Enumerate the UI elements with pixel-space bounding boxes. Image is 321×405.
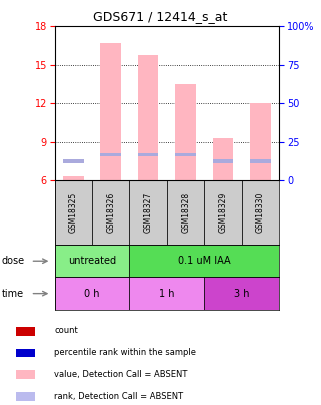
Text: GSM18327: GSM18327: [144, 192, 153, 233]
Bar: [138, 153, 159, 156]
Text: value, Detection Call = ABSENT: value, Detection Call = ABSENT: [54, 370, 187, 379]
Bar: [250, 103, 271, 180]
Text: GSM18328: GSM18328: [181, 192, 190, 233]
Text: GSM18326: GSM18326: [106, 192, 115, 233]
Bar: [175, 84, 196, 180]
Bar: [138, 55, 159, 180]
Bar: [204, 277, 279, 310]
Text: 0.1 uM IAA: 0.1 uM IAA: [178, 256, 231, 266]
Text: dose: dose: [2, 256, 25, 266]
Bar: [129, 277, 204, 310]
Bar: [16, 371, 35, 379]
Bar: [55, 245, 129, 277]
Bar: [100, 153, 121, 156]
Bar: [63, 176, 83, 180]
Bar: [100, 43, 121, 180]
Bar: [129, 245, 279, 277]
Text: count: count: [54, 326, 78, 335]
Bar: [55, 277, 129, 310]
Bar: [175, 153, 196, 156]
Bar: [204, 180, 242, 245]
Bar: [167, 180, 204, 245]
Bar: [250, 159, 271, 163]
Bar: [55, 180, 92, 245]
Text: GSM18330: GSM18330: [256, 192, 265, 233]
Text: 3 h: 3 h: [234, 289, 249, 298]
Bar: [16, 327, 35, 336]
Text: untreated: untreated: [68, 256, 116, 266]
Text: GSM18325: GSM18325: [69, 192, 78, 233]
Text: 0 h: 0 h: [84, 289, 100, 298]
Bar: [213, 159, 233, 163]
Bar: [16, 349, 35, 358]
Bar: [16, 392, 35, 401]
Bar: [92, 180, 129, 245]
Bar: [242, 180, 279, 245]
Text: percentile rank within the sample: percentile rank within the sample: [54, 348, 196, 357]
Text: 1 h: 1 h: [159, 289, 175, 298]
Bar: [213, 138, 233, 180]
Text: GSM18329: GSM18329: [219, 192, 228, 233]
Bar: [129, 180, 167, 245]
Text: rank, Detection Call = ABSENT: rank, Detection Call = ABSENT: [54, 392, 183, 401]
Bar: [63, 159, 83, 163]
Text: GDS671 / 12414_s_at: GDS671 / 12414_s_at: [93, 10, 228, 23]
Text: time: time: [2, 289, 24, 298]
